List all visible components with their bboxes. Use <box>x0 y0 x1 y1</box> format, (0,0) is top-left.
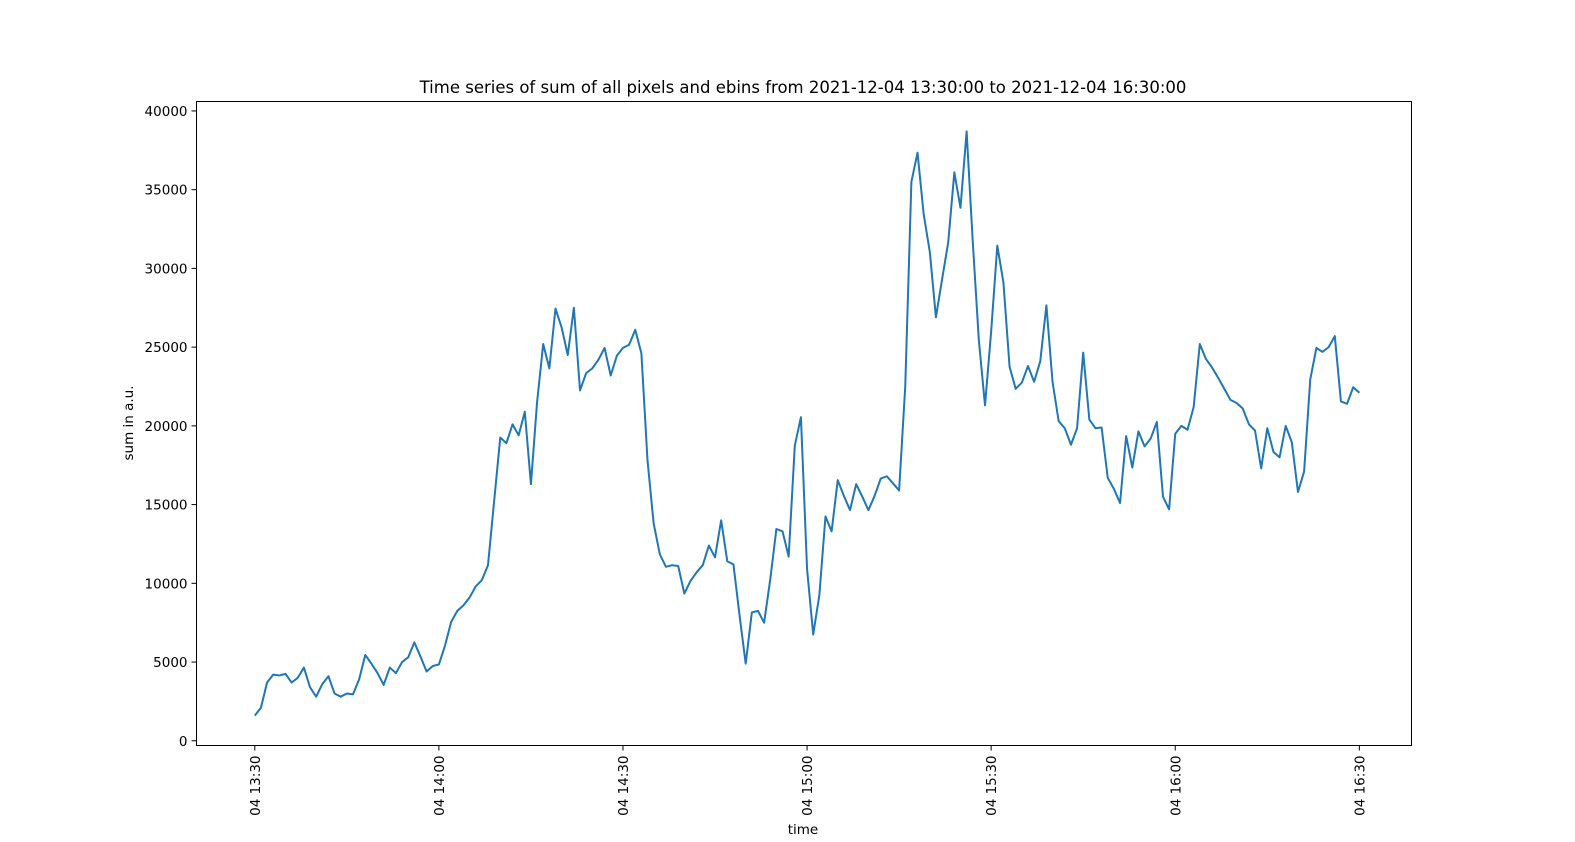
y-tick-label: 0 <box>179 734 188 750</box>
y-tick-label: 5000 <box>153 655 187 671</box>
x-axis-label: time <box>788 822 819 838</box>
y-tick-label: 25000 <box>145 340 188 356</box>
y-axis-label: sum in a.u. <box>121 385 137 460</box>
y-tick-label: 10000 <box>145 576 188 592</box>
x-axis: 04 13:30 04 14:00 04 14:30 04 15:00 04 15:30… <box>248 745 1368 816</box>
x-tick-label: 04 16:30 <box>1352 756 1368 816</box>
y-tick-label: 30000 <box>145 261 188 277</box>
x-tick-label: 04 14:30 <box>616 756 632 816</box>
y-tick-label: 35000 <box>145 183 188 199</box>
y-tick-label: 40000 <box>145 104 188 120</box>
x-tick-label: 04 13:30 <box>248 756 264 816</box>
x-tick-label: 04 16:00 <box>1168 756 1184 816</box>
y-tick-label: 20000 <box>145 419 188 435</box>
y-tick-label: 15000 <box>145 498 188 514</box>
chart-title: Time series of sum of all pixels and ebi… <box>419 78 1187 97</box>
y-axis: 0 5000 10000 15000 20000 25000 30000 35000 40000 <box>145 104 197 750</box>
x-tick-label: 04 15:30 <box>984 756 1000 816</box>
plot-area <box>254 130 1361 717</box>
series-line <box>254 130 1361 717</box>
plot-frame <box>196 101 1412 746</box>
x-tick-label: 04 14:00 <box>432 756 448 816</box>
x-tick-label: 04 15:00 <box>800 756 816 816</box>
